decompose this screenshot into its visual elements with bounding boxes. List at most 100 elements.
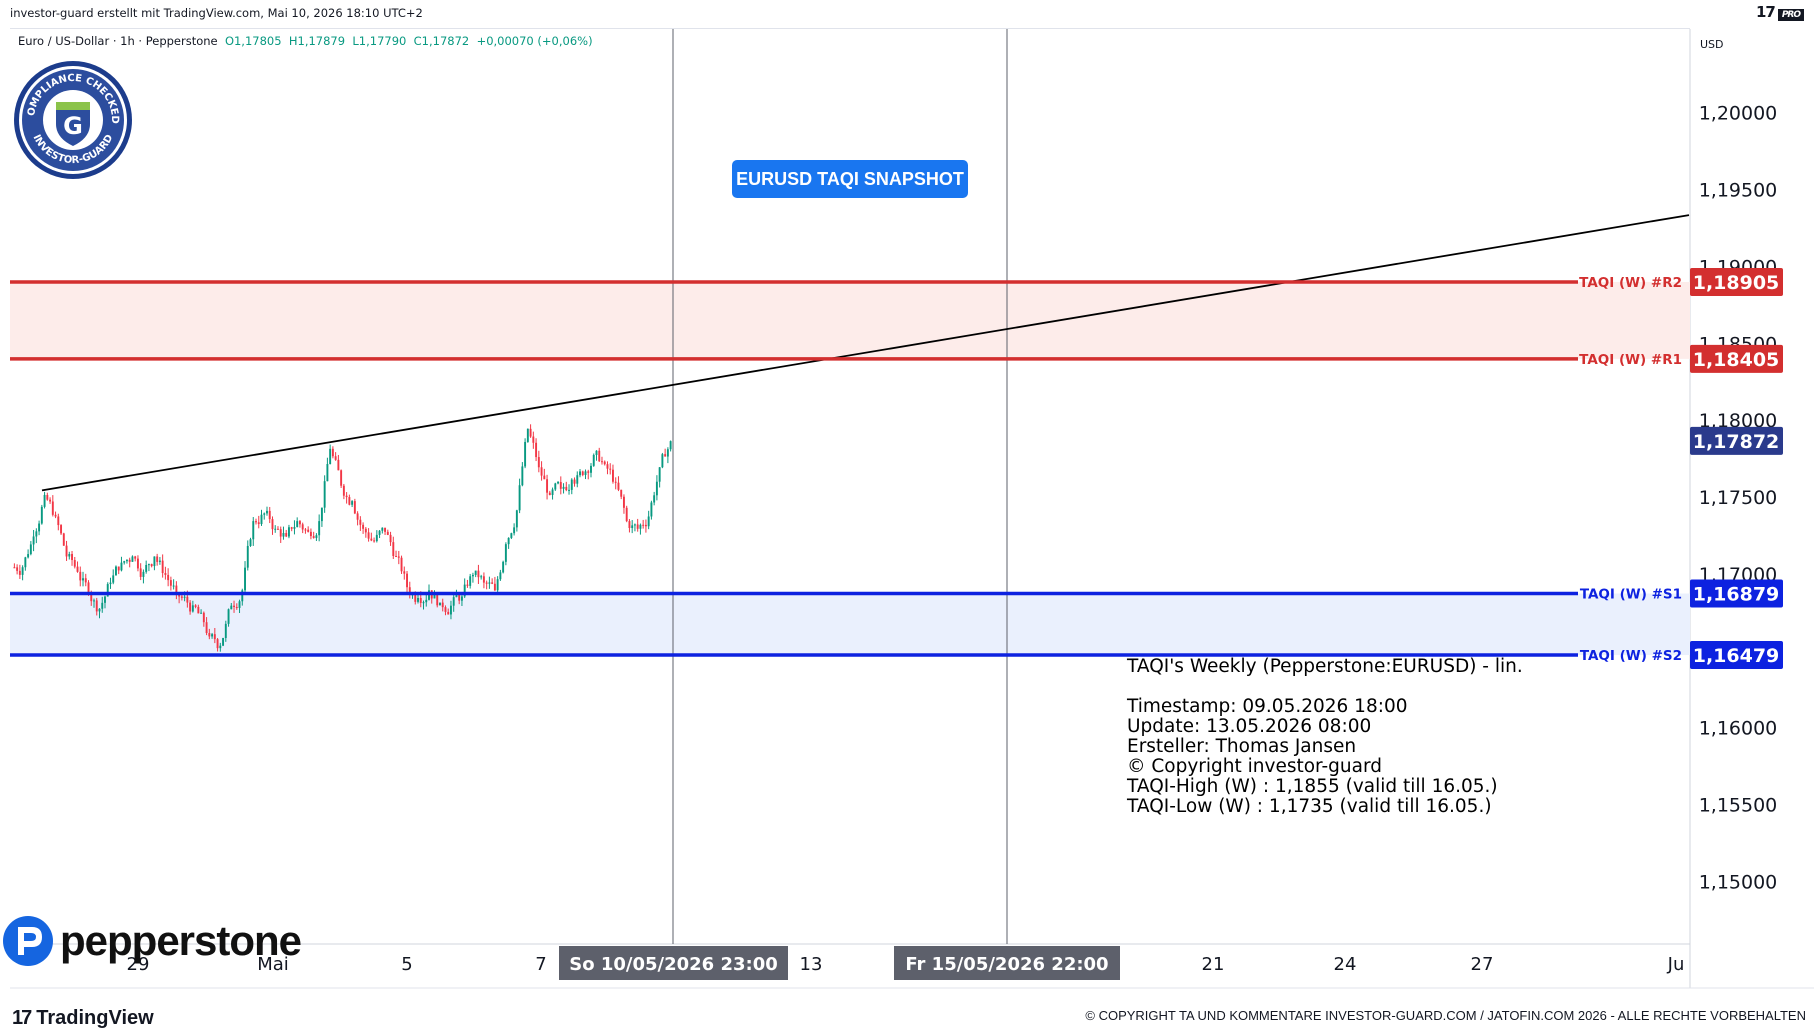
price-tick-label: 1,17500 xyxy=(1699,487,1778,509)
level-price-label: 1,16879 xyxy=(1693,584,1780,606)
tradingview-pro-logo: 17 PRO xyxy=(1756,3,1804,21)
candle-body xyxy=(304,529,307,531)
candle-body xyxy=(658,467,661,482)
candle-body xyxy=(518,485,521,511)
candle-body xyxy=(158,560,161,562)
candle-body xyxy=(474,570,477,575)
candle-body xyxy=(290,527,293,529)
candle-body xyxy=(279,529,282,537)
symbol-name[interactable]: Euro / US-Dollar · 1h · Pepperstone xyxy=(18,34,218,48)
ohlc-change: +0,00070 (+0,06%) xyxy=(476,34,593,48)
candle-body xyxy=(296,521,299,528)
annotation-line: © Copyright investor-guard xyxy=(1127,756,1382,777)
time-marker-tag xyxy=(559,946,788,980)
candle-body xyxy=(255,521,257,523)
candle-body xyxy=(609,468,612,470)
level-price-label: 1,18905 xyxy=(1693,272,1780,294)
candle-body xyxy=(337,459,340,471)
candle-body xyxy=(21,567,24,575)
candle-body xyxy=(331,448,334,457)
candle-body xyxy=(636,524,639,529)
candle-body xyxy=(235,606,238,608)
candle-body xyxy=(584,471,587,475)
candle-body xyxy=(612,469,614,482)
candle-body xyxy=(238,601,241,608)
level-name-label: TAQI (W) #S1 xyxy=(1580,587,1682,603)
candle-body xyxy=(136,558,139,569)
candle-body xyxy=(364,528,367,533)
candle-body xyxy=(570,479,573,490)
tradingview-wordmark: TradingView xyxy=(36,1007,154,1029)
candle-body xyxy=(622,496,625,508)
last-price-tag xyxy=(1690,426,1783,455)
candle-body xyxy=(526,428,529,442)
level-price-label: 1,18405 xyxy=(1693,349,1780,371)
candle-body xyxy=(246,545,249,568)
candle-body xyxy=(436,594,439,606)
candle-body xyxy=(381,527,384,531)
candle-body xyxy=(532,436,535,443)
candle-body xyxy=(87,582,90,594)
candle-body xyxy=(271,519,274,530)
candle-body xyxy=(458,594,461,601)
candle-body xyxy=(469,576,472,586)
candle-body xyxy=(211,634,214,637)
candle-body xyxy=(186,596,189,603)
candle-body xyxy=(491,582,494,584)
candle-body xyxy=(260,514,263,525)
candle-body xyxy=(222,638,225,646)
candle-body xyxy=(576,475,579,484)
candle-body xyxy=(208,633,211,637)
candle-body xyxy=(554,483,557,490)
time-tick-label: Mai xyxy=(257,954,289,975)
candle-body xyxy=(76,566,79,572)
candle-body xyxy=(315,535,318,538)
candle-body xyxy=(27,554,30,558)
candle-body xyxy=(169,580,172,586)
candle-body xyxy=(345,495,348,498)
candle-body xyxy=(164,573,167,575)
snapshot-button[interactable]: EURUSD TAQI SNAPSHOT xyxy=(732,160,968,198)
candle-body xyxy=(562,486,565,489)
candle-body xyxy=(653,495,656,503)
candle-body xyxy=(293,527,296,529)
candle-body xyxy=(557,481,560,484)
candle-body xyxy=(194,605,197,607)
candle-body xyxy=(219,645,222,649)
candle-body xyxy=(106,584,109,597)
candle-body xyxy=(266,510,268,514)
candle-body xyxy=(46,494,49,500)
candle-body xyxy=(375,534,378,542)
candle-body xyxy=(202,612,205,623)
level-price-tag xyxy=(1690,267,1783,296)
candle-body xyxy=(18,570,21,575)
candle-body xyxy=(189,602,192,612)
candle-body xyxy=(565,486,568,491)
annotation-line: TAQI-High (W) : 1,1855 (valid till 16.05… xyxy=(1127,776,1498,797)
candle-body xyxy=(233,605,236,607)
candle-body xyxy=(389,534,392,543)
candle-body xyxy=(197,606,200,614)
candle-body xyxy=(123,561,126,563)
compliance-badge: COMPLIANCE CHECKED INVESTOR-GUARD G xyxy=(8,50,134,182)
candle-body xyxy=(49,499,52,502)
candle-body xyxy=(444,607,447,612)
candle-body xyxy=(298,521,301,525)
candle-body xyxy=(400,557,403,572)
candle-body xyxy=(650,502,653,517)
candle-body xyxy=(329,448,332,465)
pepperstone-wordmark: pepperstone xyxy=(60,917,302,964)
candle-body xyxy=(452,597,455,606)
candle-body xyxy=(101,602,104,609)
currency-label[interactable]: USD xyxy=(1700,38,1724,51)
candle-body xyxy=(120,562,123,571)
time-tick-label: Ju xyxy=(1667,954,1685,975)
candle-body xyxy=(559,481,562,489)
last-price-label: 1,17872 xyxy=(1693,431,1780,453)
tradingview-icon: 17 xyxy=(12,1007,32,1029)
badge-letter: G xyxy=(63,112,83,140)
candle-body xyxy=(73,560,76,567)
candle-body xyxy=(249,539,252,546)
candle-body xyxy=(395,555,398,557)
